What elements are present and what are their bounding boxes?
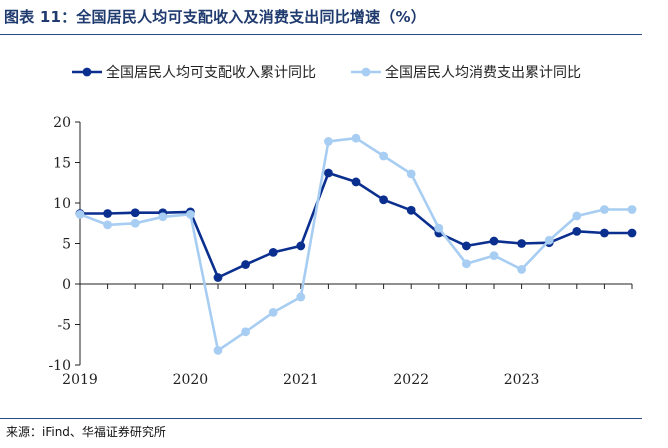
data-point-consumption bbox=[572, 211, 582, 221]
data-point-consumption bbox=[544, 235, 554, 245]
data-point-consumption bbox=[489, 251, 499, 261]
data-point-consumption bbox=[434, 223, 444, 233]
y-tick-label: 5 bbox=[62, 237, 71, 253]
data-point-income bbox=[103, 209, 112, 218]
data-point-consumption bbox=[296, 292, 306, 302]
data-point-income bbox=[296, 241, 306, 251]
legend-label-consumption: 全国居民人均消费支出累计同比 bbox=[385, 64, 581, 81]
series-line-income bbox=[80, 171, 632, 279]
data-point-income bbox=[517, 239, 526, 248]
data-point-consumption bbox=[517, 265, 526, 274]
data-point-consumption bbox=[186, 209, 195, 219]
x-tick-label: 2020 bbox=[173, 372, 209, 388]
y-tick-label: 15 bbox=[53, 156, 71, 172]
data-point-income bbox=[324, 168, 333, 178]
data-point-income bbox=[213, 273, 223, 282]
data-point-consumption bbox=[268, 307, 278, 317]
data-point-income bbox=[379, 195, 388, 205]
legend-label-income: 全国居民人均可支配收入累计同比 bbox=[106, 64, 316, 81]
data-point-consumption bbox=[158, 212, 168, 222]
data-point-income bbox=[572, 226, 582, 236]
data-point-consumption bbox=[213, 346, 223, 355]
data-point-consumption bbox=[241, 327, 251, 337]
x-tick-label: 2022 bbox=[393, 372, 429, 388]
chart-legend: 全国居民人均可支配收入累计同比 全国居民人均消费支出累计同比 bbox=[72, 64, 581, 81]
data-point-income bbox=[351, 177, 361, 187]
source-note: 来源：iFind、华福证券研究所 bbox=[6, 425, 166, 439]
chart-series bbox=[75, 133, 637, 355]
y-tick-label: 10 bbox=[53, 196, 71, 212]
data-point-income bbox=[406, 205, 416, 215]
y-tick-label: -5 bbox=[57, 318, 71, 334]
data-point-consumption bbox=[462, 259, 471, 269]
data-point-income bbox=[462, 241, 471, 251]
data-point-income bbox=[130, 208, 140, 218]
data-point-income bbox=[627, 228, 637, 238]
data-point-consumption bbox=[379, 151, 388, 161]
data-point-consumption bbox=[324, 137, 333, 146]
data-point-consumption bbox=[75, 209, 85, 219]
data-point-consumption bbox=[600, 205, 609, 214]
y-tick-label: 20 bbox=[53, 115, 71, 131]
legend-marker-income bbox=[82, 67, 92, 77]
title-rule bbox=[0, 34, 642, 35]
x-tick-label: 2021 bbox=[283, 372, 319, 388]
data-point-consumption bbox=[627, 205, 637, 214]
x-tick-label: 2019 bbox=[62, 372, 98, 388]
data-point-income bbox=[268, 248, 278, 257]
data-point-consumption bbox=[130, 218, 140, 228]
figure-title: 图表 11：全国居民人均可支配收入及消费支出同比增速（%） bbox=[4, 8, 426, 26]
data-point-income bbox=[241, 260, 251, 269]
data-point-consumption bbox=[406, 169, 416, 179]
y-tick-label: -10 bbox=[48, 358, 71, 374]
chart-axes: -10 -5 0 5 10 15 20 2019 2020 2021 2022 2023 bbox=[48, 115, 633, 388]
y-tick-label: 0 bbox=[62, 277, 71, 293]
x-tick-label: 2023 bbox=[504, 372, 540, 388]
data-point-consumption bbox=[103, 220, 112, 230]
legend-marker-consumption bbox=[361, 67, 371, 77]
data-point-income bbox=[489, 236, 499, 246]
data-point-income bbox=[600, 228, 609, 238]
data-point-consumption bbox=[351, 133, 361, 143]
source-rule bbox=[0, 418, 642, 419]
